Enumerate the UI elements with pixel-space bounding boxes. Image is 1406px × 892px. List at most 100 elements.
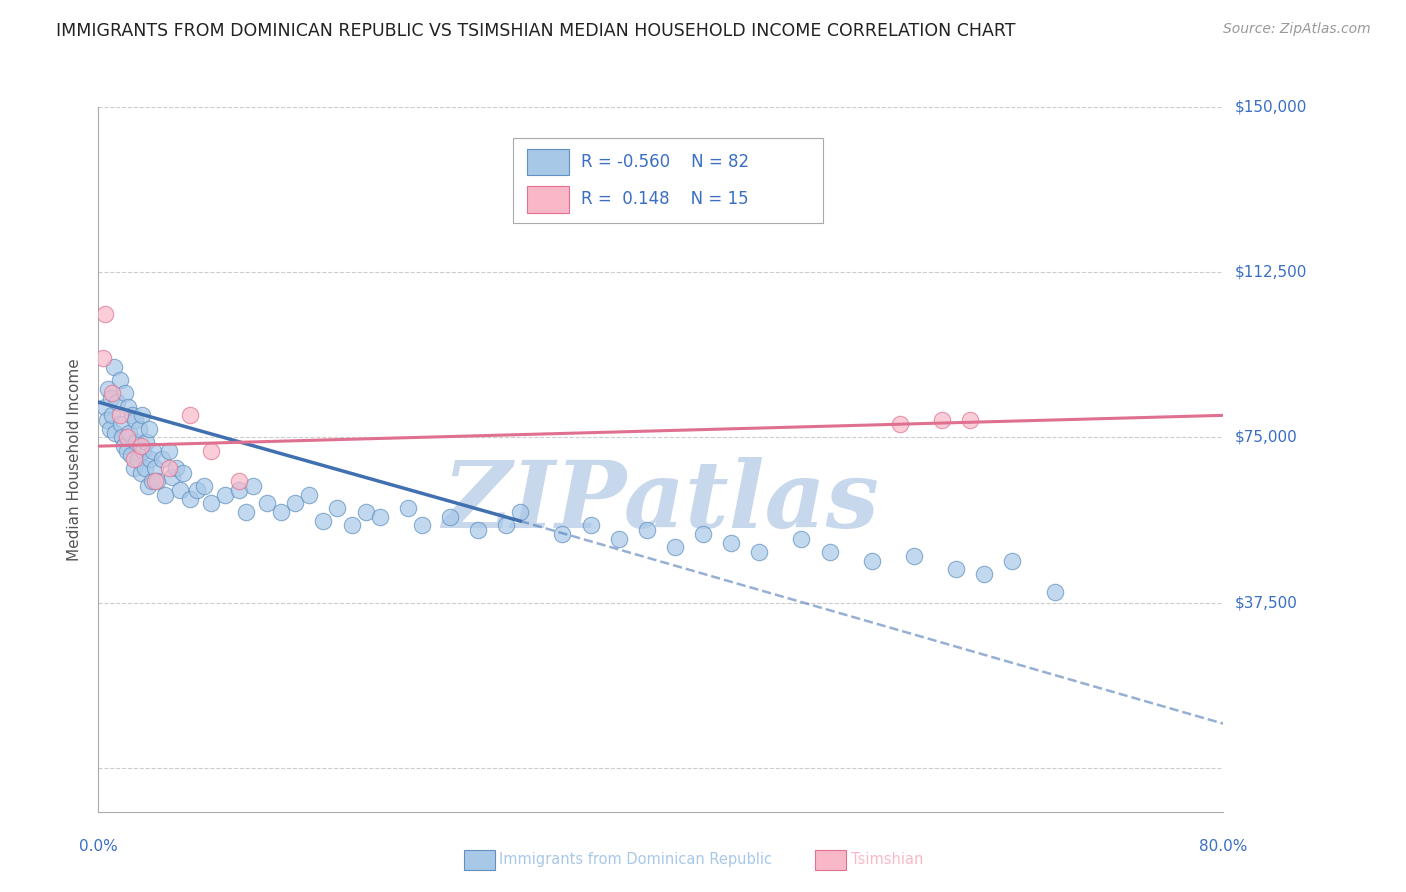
- Point: [115, 430, 138, 444]
- Point: [135, 434, 157, 449]
- Point: [142, 443, 165, 458]
- Point: [664, 541, 686, 555]
- Text: R =  0.148    N = 15: R = 0.148 N = 15: [581, 190, 748, 208]
- Point: [101, 409, 124, 423]
- Point: [98, 421, 121, 435]
- Point: [579, 518, 602, 533]
- Point: [120, 448, 142, 462]
- Point: [122, 452, 145, 467]
- Point: [748, 545, 770, 559]
- Text: 0.0%: 0.0%: [79, 839, 118, 855]
- Point: [121, 409, 143, 423]
- Point: [160, 470, 183, 484]
- Point: [439, 509, 461, 524]
- Point: [105, 395, 128, 409]
- Point: [125, 434, 148, 449]
- Text: $75,000: $75,000: [1234, 430, 1298, 445]
- Point: [115, 443, 138, 458]
- Point: [129, 439, 152, 453]
- Point: [108, 409, 131, 423]
- Text: IMMIGRANTS FROM DOMINICAN REPUBLIC VS TSIMSHIAN MEDIAN HOUSEHOLD INCOME CORRELAT: IMMIGRANTS FROM DOMINICAN REPUBLIC VS TS…: [56, 22, 1015, 40]
- Point: [396, 500, 419, 515]
- Point: [132, 443, 155, 458]
- Point: [101, 386, 124, 401]
- Point: [118, 425, 141, 440]
- Point: [1043, 584, 1066, 599]
- Point: [122, 461, 145, 475]
- Text: ZIPatlas: ZIPatlas: [443, 457, 879, 547]
- Point: [104, 425, 127, 440]
- Point: [228, 475, 250, 489]
- Point: [354, 505, 377, 519]
- Point: [270, 505, 292, 519]
- Point: [931, 413, 953, 427]
- Text: $112,500: $112,500: [1234, 265, 1306, 280]
- Point: [860, 554, 883, 568]
- Point: [256, 496, 278, 510]
- Text: 80.0%: 80.0%: [1199, 839, 1247, 855]
- Point: [108, 373, 131, 387]
- Point: [146, 475, 169, 489]
- Point: [165, 461, 187, 475]
- Point: [495, 518, 517, 533]
- Point: [284, 496, 307, 510]
- Point: [298, 487, 321, 501]
- Point: [97, 382, 120, 396]
- Point: [228, 483, 250, 498]
- Point: [128, 421, 150, 435]
- Point: [94, 307, 117, 321]
- Point: [117, 400, 139, 414]
- Point: [903, 549, 925, 564]
- Point: [636, 523, 658, 537]
- Point: [157, 443, 180, 458]
- Text: Source: ZipAtlas.com: Source: ZipAtlas.com: [1223, 22, 1371, 37]
- Point: [124, 413, 146, 427]
- Point: [692, 527, 714, 541]
- Point: [411, 518, 433, 533]
- Point: [509, 505, 531, 519]
- Point: [91, 351, 114, 365]
- Point: [143, 475, 166, 489]
- Text: Immigrants from Dominican Republic: Immigrants from Dominican Republic: [499, 853, 772, 867]
- Point: [214, 487, 236, 501]
- Point: [200, 496, 222, 510]
- Text: Tsimshian: Tsimshian: [851, 853, 922, 867]
- Point: [179, 409, 201, 423]
- Point: [129, 466, 152, 480]
- Point: [111, 430, 134, 444]
- Point: [945, 562, 967, 576]
- Point: [607, 532, 630, 546]
- Point: [94, 400, 117, 414]
- Point: [136, 479, 159, 493]
- Point: [169, 483, 191, 498]
- Point: [368, 509, 391, 524]
- Point: [326, 500, 349, 515]
- Point: [153, 487, 176, 501]
- Point: [467, 523, 489, 537]
- Point: [131, 409, 153, 423]
- Point: [551, 527, 574, 541]
- Point: [150, 452, 173, 467]
- Point: [312, 514, 335, 528]
- Point: [1001, 554, 1024, 568]
- Point: [103, 359, 125, 374]
- Point: [143, 461, 166, 475]
- Point: [134, 461, 156, 475]
- Point: [720, 536, 742, 550]
- Point: [179, 491, 201, 506]
- Point: [200, 443, 222, 458]
- Point: [242, 479, 264, 493]
- Point: [340, 518, 363, 533]
- Point: [157, 461, 180, 475]
- Point: [193, 479, 215, 493]
- Point: [790, 532, 813, 546]
- Point: [112, 439, 135, 453]
- Text: R = -0.560    N = 82: R = -0.560 N = 82: [581, 153, 749, 171]
- Point: [186, 483, 208, 498]
- Point: [138, 421, 160, 435]
- Point: [139, 452, 162, 467]
- Point: [96, 413, 118, 427]
- Point: [100, 391, 122, 405]
- Text: $150,000: $150,000: [1234, 100, 1306, 114]
- Point: [172, 466, 194, 480]
